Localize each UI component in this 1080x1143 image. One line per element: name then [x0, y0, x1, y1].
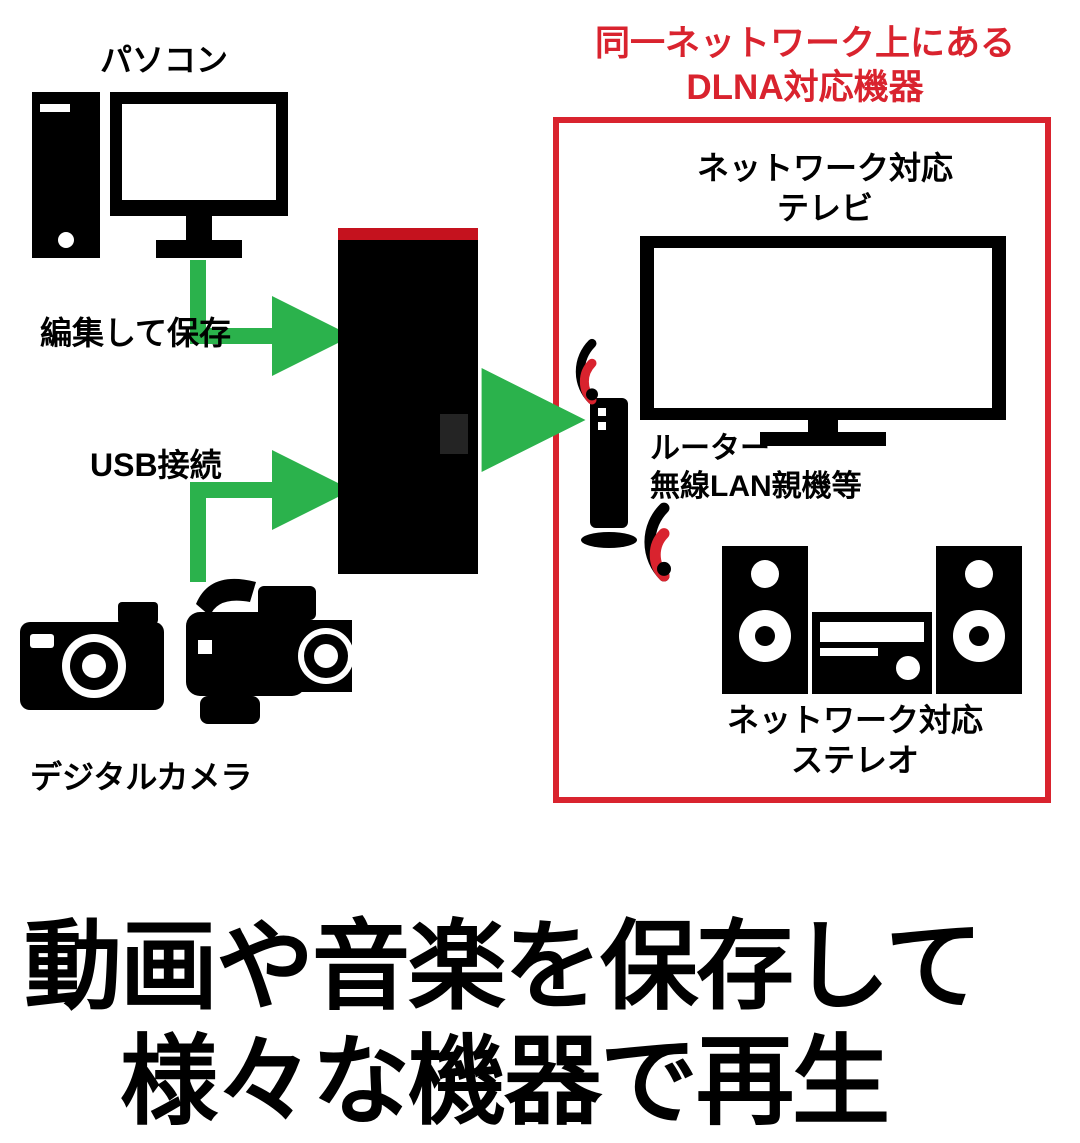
headline-2: 様々な機器で再生: [120, 1020, 888, 1143]
arrow-cam-to-nas: [198, 490, 320, 582]
label-router: ルーター 無線LAN親機等: [650, 430, 862, 505]
label-dlna-title: 同一ネットワーク上にある DLNA対応機器: [555, 22, 1055, 110]
label-net-stereo: ネットワーク対応 ステレオ: [675, 700, 1035, 780]
pc-tower-icon: [32, 92, 100, 258]
stereo-icon: [722, 546, 1022, 694]
pc-monitor-icon: [110, 92, 288, 258]
label-net-tv: ネットワーク対応 テレビ: [660, 148, 990, 228]
label-edit-save: 編集して保存: [40, 313, 231, 353]
label-pc: パソコン: [100, 40, 228, 80]
label-digicam: デジタルカメラ: [30, 757, 252, 797]
tv-icon: [640, 236, 1006, 446]
camera-icon: [20, 602, 164, 710]
headline-1: 動画や音楽を保存して: [24, 905, 981, 1028]
wifi-icon-2: [629, 508, 700, 579]
wifi-icon-1: [562, 343, 621, 402]
nas-icon: [338, 228, 478, 574]
label-usb: USB接続: [90, 445, 222, 485]
camcorder-icon: [186, 579, 354, 724]
router-icon: [581, 398, 637, 548]
